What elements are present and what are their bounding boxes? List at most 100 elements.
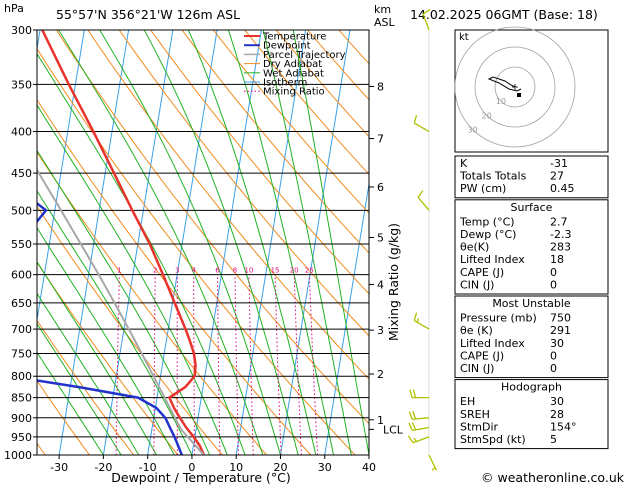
wind-barb bbox=[408, 422, 430, 432]
pressure-tick-label: 450 bbox=[11, 167, 32, 180]
surface-table-row-value: 2.7 bbox=[550, 215, 568, 228]
surface-table-row-value: 0 bbox=[550, 278, 557, 291]
most-unstable-table-row-label: θe (K) bbox=[460, 324, 493, 337]
mixing-ratio-line bbox=[193, 274, 196, 455]
wind-barb bbox=[428, 454, 438, 471]
wind-barb bbox=[413, 312, 430, 330]
mixing-ratio-labels: 1 2 3 4 6 8 10 15 20 25 bbox=[117, 267, 314, 275]
mixing-ratio-line bbox=[293, 274, 302, 455]
most-unstable-table-title: Most Unstable bbox=[492, 297, 571, 310]
wet-adiabat-line bbox=[37, 351, 104, 455]
legend-entry: Wet Adiabat bbox=[263, 68, 324, 79]
wind-barbs bbox=[407, 8, 438, 471]
wind-barb-flag bbox=[412, 389, 417, 398]
most-unstable-table-frame bbox=[454, 295, 609, 379]
hodograph-ring bbox=[474, 46, 556, 128]
height-km-label: 2 bbox=[377, 368, 384, 381]
legend-entry: Mixing Ratio bbox=[263, 87, 325, 98]
index-tables: K -31 Totals Totals 27 PW (cm) 0.45 SurfaceTem… bbox=[454, 155, 609, 450]
mixing-ratio-lines bbox=[115, 274, 318, 455]
pressure-tick-label: 800 bbox=[11, 370, 32, 383]
isotherm-line bbox=[279, 30, 351, 455]
hodograph-unit-label: kt bbox=[459, 32, 469, 43]
pressure-tick-label: 1000 bbox=[4, 449, 32, 462]
stability-table-row-label: PW (cm) bbox=[460, 182, 506, 195]
stability-table-frame bbox=[454, 155, 609, 199]
wind-barb-flag bbox=[407, 435, 414, 444]
hodograph-ring bbox=[454, 26, 576, 148]
hodograph-table-title: Hodograph bbox=[501, 381, 562, 394]
pressure-tick-label: 750 bbox=[11, 347, 32, 360]
temperature-axis: -30 -20 -10 0 10 20 30 40 bbox=[50, 455, 376, 474]
wind-barb-flag bbox=[417, 190, 424, 198]
legend-entry: Temperature bbox=[262, 32, 326, 43]
copyright-footer: © weatheronline.co.uk bbox=[481, 470, 625, 485]
pressure-tick-label: 300 bbox=[11, 24, 32, 37]
dry-adiabat-line bbox=[213, 30, 369, 214]
stability-table-row-value: 0.45 bbox=[550, 182, 575, 195]
hodograph-trace bbox=[487, 76, 522, 92]
pressure-tick-label: 500 bbox=[11, 204, 32, 217]
legend-entry: Dewpoint bbox=[263, 41, 311, 52]
height-km-label: 6 bbox=[377, 181, 384, 194]
height-km-label: 3 bbox=[377, 324, 384, 337]
mixing-ratio-label: 1 bbox=[117, 267, 121, 275]
surface-table-row-value: 0 bbox=[550, 266, 557, 279]
wind-barb bbox=[417, 190, 430, 211]
surface-table-row-label: Dewp (°C) bbox=[460, 228, 516, 241]
lcl-label: LCL bbox=[383, 423, 404, 436]
temperature-tick-label: 30 bbox=[318, 461, 332, 474]
surface-table-row-value: 283 bbox=[550, 241, 571, 254]
surface-table-row-value: -2.3 bbox=[550, 228, 571, 241]
mixing-ratio-label: 2 bbox=[153, 267, 157, 275]
most-unstable-table-row-label: CIN (J) bbox=[460, 362, 494, 375]
mixing-ratio-line bbox=[274, 274, 282, 455]
height-km-label: 1 bbox=[377, 414, 384, 427]
hodograph-ring-label: 20 bbox=[482, 111, 492, 120]
isotherm-line bbox=[191, 30, 262, 455]
most-unstable-table-row-value: 0 bbox=[550, 349, 557, 362]
hodograph-table-row-label: EH bbox=[460, 395, 475, 408]
height-km-label: 5 bbox=[377, 231, 384, 244]
legend-entry: Dry Adiabat bbox=[263, 59, 322, 70]
dry-adiabat-line bbox=[181, 30, 369, 254]
most-unstable-table-row-value: 0 bbox=[550, 362, 557, 375]
mixing-ratio-axis-label: Mixing Ratio (g/kg) bbox=[386, 223, 401, 341]
temperature-tick-label: 0 bbox=[188, 461, 195, 474]
dry-adiabat-line bbox=[244, 30, 369, 176]
surface-table-row-label: θe(K) bbox=[460, 241, 489, 254]
pressure-tick-label: 600 bbox=[11, 269, 32, 282]
x-axis-label: Dewpoint / Temperature (°C) bbox=[111, 470, 290, 485]
mixing-ratio-line bbox=[248, 274, 254, 455]
wet-adiabat-line bbox=[99, 30, 281, 455]
wind-barb-flag bbox=[413, 312, 418, 321]
profile-series bbox=[37, 30, 206, 455]
mixing-ratio-label: 8 bbox=[233, 267, 237, 275]
temperature-tick-label: -20 bbox=[94, 461, 112, 474]
most-unstable-table-row-value: 750 bbox=[550, 312, 571, 325]
hodograph: kt 10 20 30 bbox=[454, 26, 609, 153]
hodograph-ring bbox=[494, 66, 536, 108]
hodograph-table-row-label: StmSpd (kt) bbox=[460, 433, 526, 446]
legend-entry: Isotherm bbox=[263, 78, 307, 89]
surface-table-row-label: CIN (J) bbox=[460, 278, 494, 291]
datetime-title: 14.02.2025 06GMT (Base: 18) bbox=[410, 7, 598, 22]
wind-barb-flag bbox=[409, 389, 413, 398]
hpa-axis-label: hPa bbox=[4, 2, 24, 15]
wet-adiabat-line bbox=[37, 322, 122, 455]
location-title: 55°57'N 356°21'W 126m ASL bbox=[56, 7, 240, 22]
hodograph-table-row-label: SREH bbox=[460, 408, 490, 421]
pressure-tick-label: 950 bbox=[11, 431, 32, 444]
hodograph-ring-label: 10 bbox=[496, 97, 506, 106]
most-unstable-table-row-label: Pressure (mb) bbox=[460, 312, 537, 325]
most-unstable-table-row-value: 291 bbox=[550, 324, 571, 337]
stability-table-row-value: -31 bbox=[550, 157, 568, 170]
pressure-tick-label: 700 bbox=[11, 323, 32, 336]
storm-motion-marker bbox=[517, 93, 521, 97]
legend-entry: Parcel Trajectory bbox=[263, 50, 346, 61]
isotherm-line bbox=[37, 30, 85, 323]
pressure-tick-label: 900 bbox=[11, 412, 32, 425]
hodograph-table-row-label: StmDir bbox=[460, 420, 499, 433]
dry-adiabat-line bbox=[37, 205, 223, 455]
